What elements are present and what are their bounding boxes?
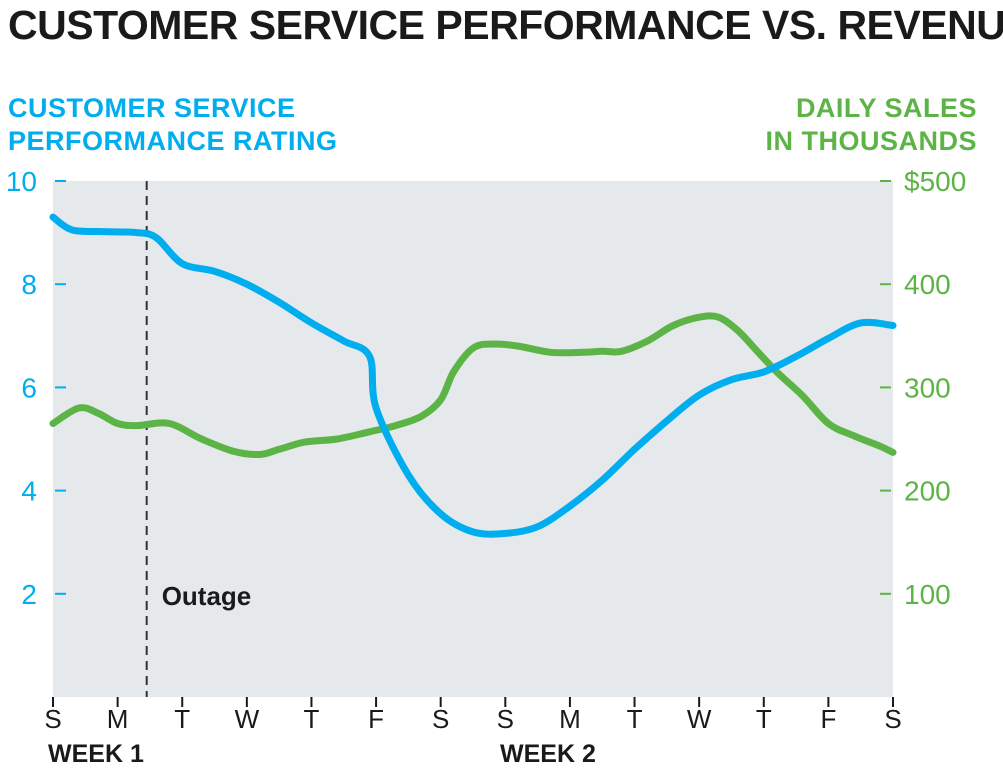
left-tick-label: 10 (6, 166, 37, 197)
left-axis-title: CUSTOMER SERVICE PERFORMANCE RATING (8, 92, 338, 158)
left-tick-label: 2 (21, 579, 37, 610)
series (49, 213, 897, 538)
left-axis-title-line-2: PERFORMANCE RATING (8, 126, 338, 156)
right-tick-label: 300 (904, 372, 951, 403)
x-tick-label: M (107, 704, 129, 734)
performance-rating-line (49, 213, 897, 538)
x-tick-label: W (687, 704, 712, 734)
right-axis-title-line-1: DAILY SALES (795, 93, 977, 123)
x-tick-label: T (627, 704, 643, 734)
right-axis: $500 400 300 200 100 (880, 166, 966, 610)
daily-sales-line (49, 312, 897, 459)
chart-title: CUSTOMER SERVICE PERFORMANCE VS. REVENUE (8, 2, 1003, 48)
x-tick-label: M (559, 704, 581, 734)
x-tick-label: S (884, 704, 901, 734)
left-tick-label: 4 (21, 476, 37, 507)
right-tick-label: 100 (904, 579, 951, 610)
week-2-label: WEEK 2 (500, 740, 596, 768)
right-tick-label: $500 (904, 166, 966, 197)
x-tick-label: T (304, 704, 320, 734)
right-tick-label: 200 (904, 476, 951, 507)
x-tick-label: W (235, 704, 260, 734)
right-axis-title: DAILY SALES IN THOUSANDS (765, 92, 977, 158)
outage-label: Outage (162, 581, 252, 611)
x-tick-label: S (432, 704, 449, 734)
left-tick-label: 6 (21, 372, 37, 403)
x-tick-label: S (44, 704, 61, 734)
week-1-label: WEEK 1 (48, 740, 144, 768)
x-tick-label: F (368, 704, 384, 734)
x-tick-label: T (174, 704, 190, 734)
left-axis: 10 8 6 4 2 (6, 166, 66, 610)
x-tick-label: S (497, 704, 514, 734)
right-axis-title-line-2: IN THOUSANDS (765, 126, 977, 156)
annotations: Outage (145, 181, 252, 697)
left-tick-label: 8 (21, 269, 37, 300)
left-axis-title-line-1: CUSTOMER SERVICE (8, 93, 296, 123)
x-tick-label: T (756, 704, 772, 734)
x-tick-label: F (820, 704, 836, 734)
right-tick-label: 400 (904, 269, 951, 300)
